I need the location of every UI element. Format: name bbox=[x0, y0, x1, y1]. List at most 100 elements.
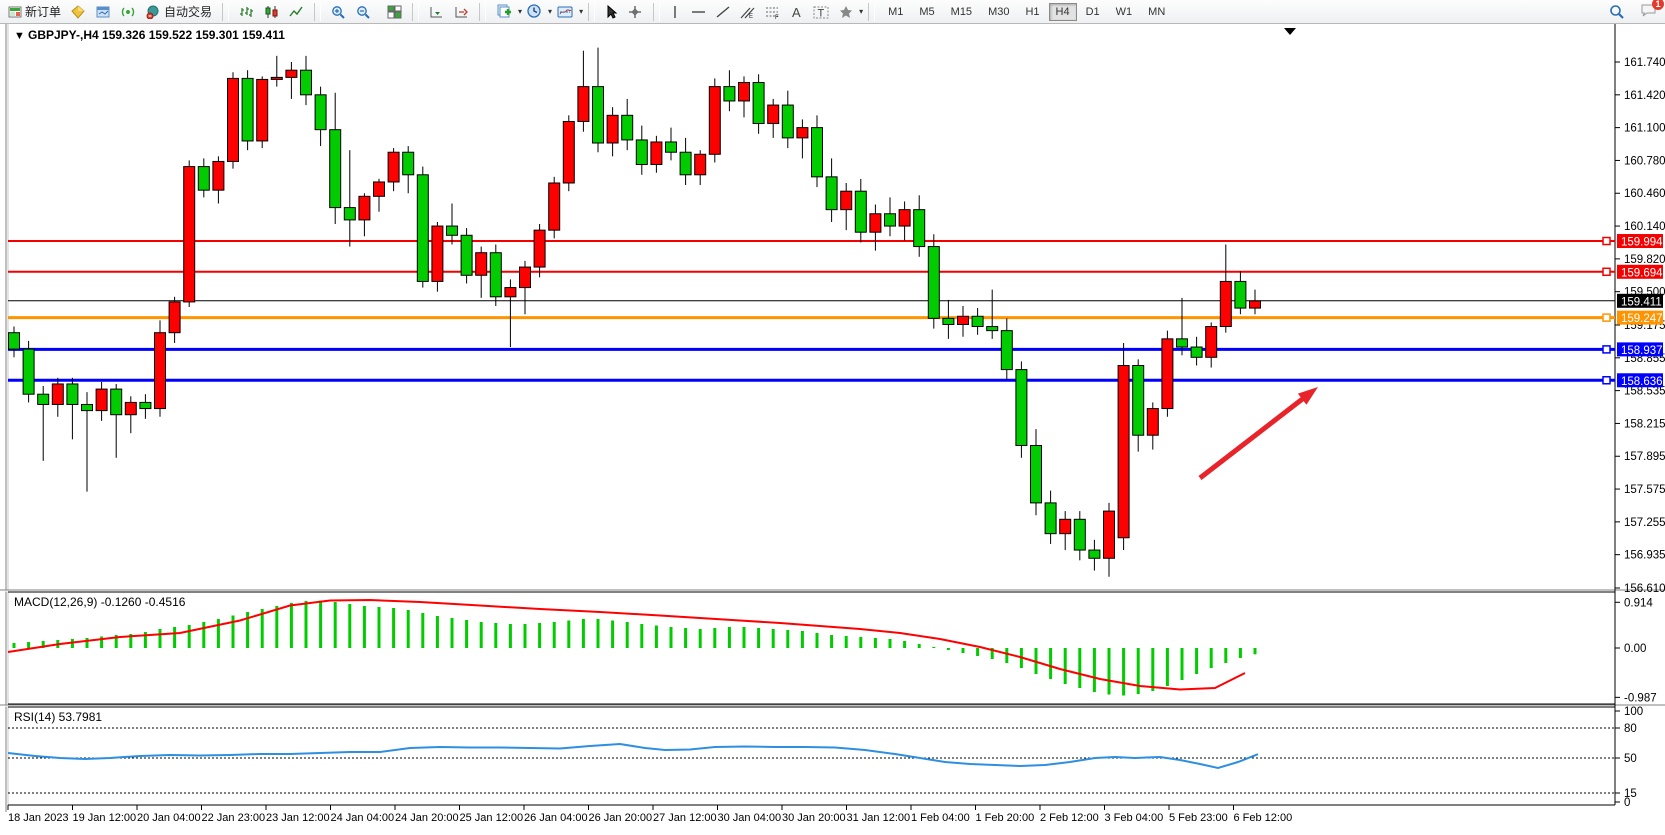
candle-body-bear[interactable] bbox=[1015, 369, 1028, 446]
candle-body-bull[interactable] bbox=[562, 120, 575, 184]
hline-icon[interactable] bbox=[686, 3, 711, 21]
candle-body-bull[interactable] bbox=[1103, 510, 1115, 559]
candle-body-bull[interactable] bbox=[212, 160, 225, 191]
candle-body-bear[interactable] bbox=[1000, 330, 1013, 371]
candle-body-bear[interactable] bbox=[913, 209, 926, 248]
line-handle-marker[interactable] bbox=[1602, 345, 1611, 354]
candle-body-bull[interactable] bbox=[1249, 300, 1261, 309]
trend-arrow-shaft[interactable] bbox=[1198, 394, 1307, 480]
candle-body-bull[interactable] bbox=[51, 383, 64, 405]
candle-body-bear[interactable] bbox=[927, 246, 940, 319]
history-icon[interactable] bbox=[66, 3, 91, 21]
candle-body-bear[interactable] bbox=[1044, 502, 1057, 535]
candle-body-bear[interactable] bbox=[402, 151, 415, 176]
candle-body-bull[interactable] bbox=[548, 182, 561, 231]
candle-body-bear[interactable] bbox=[241, 77, 254, 142]
timeframe-button-w1[interactable]: W1 bbox=[1115, 5, 1133, 18]
candle-body-bear[interactable] bbox=[81, 403, 93, 412]
timeframe-button-d1[interactable]: D1 bbox=[1085, 5, 1100, 18]
candle-body-bull[interactable] bbox=[387, 151, 400, 183]
chat-button[interactable]: 1 bbox=[1640, 0, 1664, 21]
candle-body-bull[interactable] bbox=[606, 114, 619, 144]
candle-body-bull[interactable] bbox=[1161, 338, 1174, 410]
candle-body-bull[interactable] bbox=[504, 287, 517, 298]
price-chart-canvas[interactable]: 161.740 161.420 161.100 160.780 160.460 160.1… bbox=[0, 24, 1665, 835]
candle-body-bull[interactable] bbox=[373, 181, 385, 197]
candle-body-bull[interactable] bbox=[95, 388, 108, 412]
candle-body-bear[interactable] bbox=[854, 190, 867, 233]
candle-body-bear[interactable] bbox=[300, 69, 312, 96]
chart-collapse-marker[interactable]: ▼ bbox=[14, 30, 25, 42]
candle-body-bull[interactable] bbox=[1117, 365, 1130, 539]
chart-top-marker-icon[interactable] bbox=[1284, 28, 1296, 35]
candle-body-bear[interactable] bbox=[22, 348, 35, 395]
candle-body-bull[interactable] bbox=[475, 252, 488, 276]
periods-caret-icon[interactable]: ▾ bbox=[548, 7, 553, 16]
candle-body-bear[interactable] bbox=[811, 127, 823, 178]
templates-icon[interactable] bbox=[552, 3, 578, 21]
channel-icon[interactable]: E bbox=[735, 3, 760, 21]
vline-icon[interactable] bbox=[665, 3, 686, 21]
candle-body-bull[interactable] bbox=[767, 104, 780, 125]
timeframe-button-m5[interactable]: M5 bbox=[919, 5, 935, 18]
candle-body-bull[interactable] bbox=[869, 213, 882, 233]
timeframe-button-h1[interactable]: H1 bbox=[1025, 5, 1040, 18]
candle-body-bear[interactable] bbox=[416, 174, 429, 282]
candle-body-bear[interactable] bbox=[884, 213, 896, 227]
candle-body-bear[interactable] bbox=[1132, 365, 1145, 436]
candle-body-bear[interactable] bbox=[1030, 444, 1042, 504]
timeframe-button-h4[interactable]: H4 bbox=[1048, 2, 1077, 21]
candle-body-bear[interactable] bbox=[635, 139, 648, 166]
candle-body-bear[interactable] bbox=[489, 252, 502, 298]
candle-body-bull[interactable] bbox=[738, 82, 750, 102]
candle-body-bear[interactable] bbox=[197, 166, 210, 191]
line-handle-marker[interactable] bbox=[1602, 376, 1611, 385]
market-watch-icon[interactable] bbox=[91, 3, 116, 21]
candle-body-bull[interactable] bbox=[168, 301, 181, 334]
line-handle-marker[interactable] bbox=[1602, 267, 1611, 277]
candle-body-bear[interactable] bbox=[1176, 338, 1188, 348]
candle-body-bull[interactable] bbox=[270, 76, 283, 80]
candle-body-bull[interactable] bbox=[694, 153, 707, 176]
candle-body-bear[interactable] bbox=[781, 104, 794, 139]
candle-body-bear[interactable] bbox=[1190, 346, 1203, 358]
timeframe-button-m1[interactable]: M1 bbox=[888, 5, 904, 18]
candle-body-bear[interactable] bbox=[446, 225, 458, 236]
candle-body-bear[interactable] bbox=[37, 393, 50, 405]
candle-body-bull[interactable] bbox=[840, 190, 853, 211]
candle-body-bear[interactable] bbox=[665, 141, 677, 153]
chart-shift-icon[interactable] bbox=[449, 3, 474, 21]
new-chart-caret-icon[interactable]: ▾ bbox=[518, 7, 523, 16]
auto-trading-button[interactable]: 自动交易 bbox=[141, 1, 217, 22]
candle-body-bear[interactable] bbox=[723, 86, 736, 102]
line-handle-marker[interactable] bbox=[1602, 236, 1611, 246]
candle-body-bear[interactable] bbox=[942, 317, 955, 325]
candle-body-bull[interactable] bbox=[796, 127, 809, 139]
text-icon[interactable]: A bbox=[785, 3, 808, 21]
candle-body-bear[interactable] bbox=[1088, 549, 1101, 559]
shapes-caret-icon[interactable]: ▾ bbox=[859, 7, 864, 16]
tile-windows-icon[interactable] bbox=[382, 3, 407, 21]
candle-body-bull[interactable] bbox=[1059, 518, 1072, 535]
candle-body-bear[interactable] bbox=[971, 315, 984, 328]
candle-body-bear[interactable] bbox=[825, 176, 838, 211]
candle-body-bear[interactable] bbox=[8, 332, 20, 350]
candle-body-bull[interactable] bbox=[1205, 326, 1218, 358]
candle-body-bear[interactable] bbox=[110, 388, 123, 416]
candle-body-bear[interactable] bbox=[621, 114, 634, 141]
zoom-in-icon[interactable] bbox=[326, 3, 351, 21]
zoom-out-icon[interactable] bbox=[351, 3, 376, 21]
candle-body-bear[interactable] bbox=[343, 207, 356, 221]
candlestick-icon[interactable] bbox=[259, 3, 284, 21]
line-handle-marker[interactable] bbox=[1602, 313, 1611, 322]
candle-body-bear[interactable] bbox=[66, 383, 79, 405]
candle-body-bull[interactable] bbox=[154, 332, 166, 410]
cursor-icon[interactable] bbox=[600, 3, 623, 21]
line-chart-icon[interactable] bbox=[284, 3, 309, 21]
candle-body-bear[interactable] bbox=[460, 234, 473, 276]
candle-body-bear[interactable] bbox=[314, 94, 327, 131]
candle-body-bear[interactable] bbox=[986, 326, 999, 332]
new-chart-icon[interactable] bbox=[491, 2, 517, 21]
timeframe-button-m15[interactable]: M15 bbox=[950, 5, 973, 18]
periods-icon[interactable] bbox=[522, 2, 547, 21]
